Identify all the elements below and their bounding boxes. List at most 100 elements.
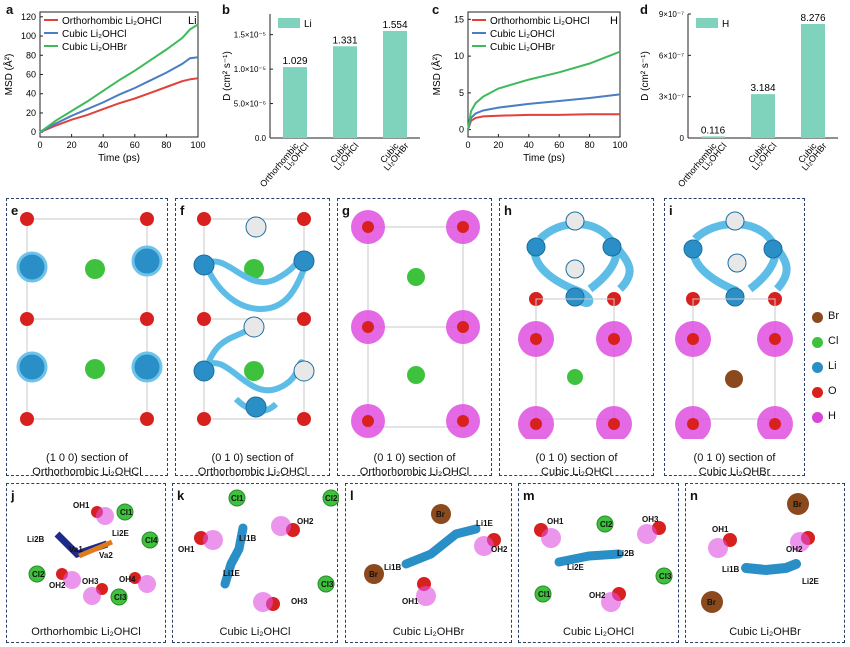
c-xtick-2: 40 (524, 140, 534, 150)
label-l-0: Br (436, 510, 445, 519)
caption-m: Cubic Li₂OHCl (563, 626, 634, 638)
legend-atom-li: Li (812, 360, 850, 385)
cubic-libr-structure (675, 211, 793, 439)
mechanism-n-graphic: Br OH1 OH2 Li1B Li2E Br (701, 493, 820, 613)
mechanism-j-graphic: OH1 Cl1 Li2B Va1 Li2E Va2 Cl4 Cl2 OH2 OH… (27, 501, 159, 606)
label-n-2: OH2 (786, 545, 803, 554)
b-bar-label-1: 1.331 (332, 35, 357, 46)
label-j-11: Cl3 (114, 593, 127, 602)
b-legend-label: Li (304, 19, 312, 30)
d-bar-label-2: 8.276 (800, 13, 825, 24)
h-atom-icon (812, 412, 823, 423)
msd-li-chart: 0 20 40 60 80 100 0 20 40 60 80 100 120 Time (ps) MSD … (2, 11, 206, 164)
diffusion-h-bar-chart: 03×10⁻⁷6×10⁻⁷9×10⁻⁷D (cm² s⁻¹)H0.116Orth… (640, 10, 838, 189)
caption-f: (0 1 0) section of Orthorhombic Li₂OHCl (176, 451, 329, 479)
a-xtick-5: 100 (190, 140, 205, 150)
caption-i-line1: (0 1 0) section of (693, 452, 776, 464)
legend-label-o: O (828, 385, 837, 397)
panel-label-m: m (523, 488, 535, 503)
caption-h-line2: Cubic Li₂OHCl (541, 466, 612, 478)
panel-label-c: c (432, 2, 440, 17)
structure-panel-e: e (1 0 0) section of Orthorhombic Li₂OHC… (6, 198, 168, 479)
structure-panel-i: i (0 1 0) section of Cubic Li₂OHBr (664, 198, 805, 479)
c-xtick-5: 100 (612, 140, 627, 150)
mechanism-panel-l: l Br Li1E OH2 Li1B Br OH1 Cubic Li₂OHBr (345, 483, 512, 643)
label-l-2: OH2 (491, 545, 508, 554)
label-n-1: OH1 (712, 525, 729, 534)
legend-atom-cl: Cl (812, 335, 850, 360)
label-k-2: OH2 (297, 517, 314, 526)
panel-label-f: f (180, 203, 185, 218)
c-ylabel: MSD (Å²) (430, 54, 443, 96)
d-bar-0 (701, 136, 725, 138)
label-l-5: OH1 (402, 597, 419, 606)
label-j-1: Cl1 (120, 508, 133, 517)
legend-label-cl: Cl (828, 335, 839, 347)
a-legend-label-1: Cubic Li₂OHCl (62, 29, 126, 40)
c-ytick-2: 10 (454, 51, 464, 61)
caption-f-line1: (0 1 0) section of (211, 452, 294, 464)
caption-h-line1: (0 1 0) section of (535, 452, 618, 464)
caption-g-line2: Orthorhombic Li₂OHCl (359, 466, 470, 478)
d-ytick-0: 0 (680, 134, 685, 143)
orthorhombic-010-h-structure (351, 210, 480, 438)
caption-n: Cubic Li₂OHBr (729, 626, 801, 638)
label-j-8: OH2 (49, 581, 66, 590)
b-ytick-0: 0.0 (255, 134, 267, 143)
c-ytick-0: 0 (459, 125, 464, 135)
d-legend-swatch (696, 18, 718, 28)
label-n-4: Li2E (802, 577, 820, 586)
b-ylabel: D (cm² s⁻¹) (222, 51, 233, 101)
a-xtick-0: 0 (37, 140, 42, 150)
li-atom-icon (812, 362, 823, 373)
a-ytick-5: 100 (21, 31, 36, 41)
label-k-3: Li1B (239, 534, 257, 543)
a-xtick-3: 60 (130, 140, 140, 150)
c-ytick-1: 5 (459, 88, 464, 98)
panel-label-g: g (342, 203, 350, 218)
label-l-3: Li1B (384, 563, 402, 572)
c-xtick-0: 0 (465, 140, 470, 150)
label-k-4: OH1 (178, 545, 195, 554)
label-j-4: Li2E (112, 529, 130, 538)
mechanism-k-graphic: Cl1 Cl2 OH2 Li1B OH1 Li1E Cl3 OH3 (178, 489, 339, 612)
label-m-5: Cl1 (538, 590, 551, 599)
panel-label-b: b (222, 2, 230, 17)
c-legend-label-0: Orthorhombic Li₂OHCl (490, 16, 589, 27)
label-j-9: OH3 (82, 577, 99, 586)
caption-e-line2: Orthorhombic Li₂OHCl (32, 466, 142, 478)
a-ytick-0: 0 (31, 127, 36, 137)
label-n-0: Br (793, 500, 802, 509)
caption-i: (0 1 0) section of Cubic Li₂OHBr (665, 451, 804, 479)
panel-label-k: k (177, 488, 185, 503)
caption-i-line2: Cubic Li₂OHBr (698, 466, 771, 478)
label-m-4: Li2E (567, 563, 585, 572)
label-l-1: Li1E (476, 519, 494, 528)
caption-j: Orthorhombic Li₂OHCl (31, 626, 141, 638)
legend-label-li: Li (828, 360, 837, 372)
label-m-0: OH1 (547, 517, 564, 526)
a-legend-label-0: Orthorhombic Li₂OHCl (62, 16, 161, 27)
a-xtick-4: 80 (161, 140, 171, 150)
c-xtick-1: 20 (493, 140, 503, 150)
c-title-tag: H (610, 15, 618, 27)
label-m-7: Cl3 (659, 572, 672, 581)
mechanism-l-graphic: Br Li1E OH2 Li1B Br OH1 (364, 504, 508, 606)
b-bar-0 (283, 67, 307, 138)
caption-e: (1 0 0) section of Orthorhombic Li₂OHCl (7, 451, 167, 479)
label-j-2: Li2B (27, 535, 45, 544)
cubic-licl-structure (518, 211, 634, 439)
c-series-line-0 (467, 113, 620, 130)
a-xtick-1: 20 (67, 140, 77, 150)
br-atom-icon (812, 312, 823, 323)
d-ytick-2: 6×10⁻⁷ (659, 51, 684, 60)
caption-g-line1: (0 1 0) section of (373, 452, 456, 464)
structure-panel-h: h (0 1 0) section of Cubic Li₂OHCl (499, 198, 654, 478)
mechanism-panel-n: n Br OH1 OH2 Li1B Li2E Br Cubic Li₂OHBr (685, 483, 845, 643)
mechanism-m-graphic: OH1 Cl2 OH3 Li2B Li2E Cl1 OH2 Cl3 (534, 515, 673, 612)
caption-l: Cubic Li₂OHBr (392, 626, 465, 638)
panel-label-h: h (504, 203, 512, 218)
a-ytick-2: 40 (26, 89, 36, 99)
a-ytick-1: 20 (26, 108, 36, 118)
label-k-6: Cl3 (321, 580, 334, 589)
